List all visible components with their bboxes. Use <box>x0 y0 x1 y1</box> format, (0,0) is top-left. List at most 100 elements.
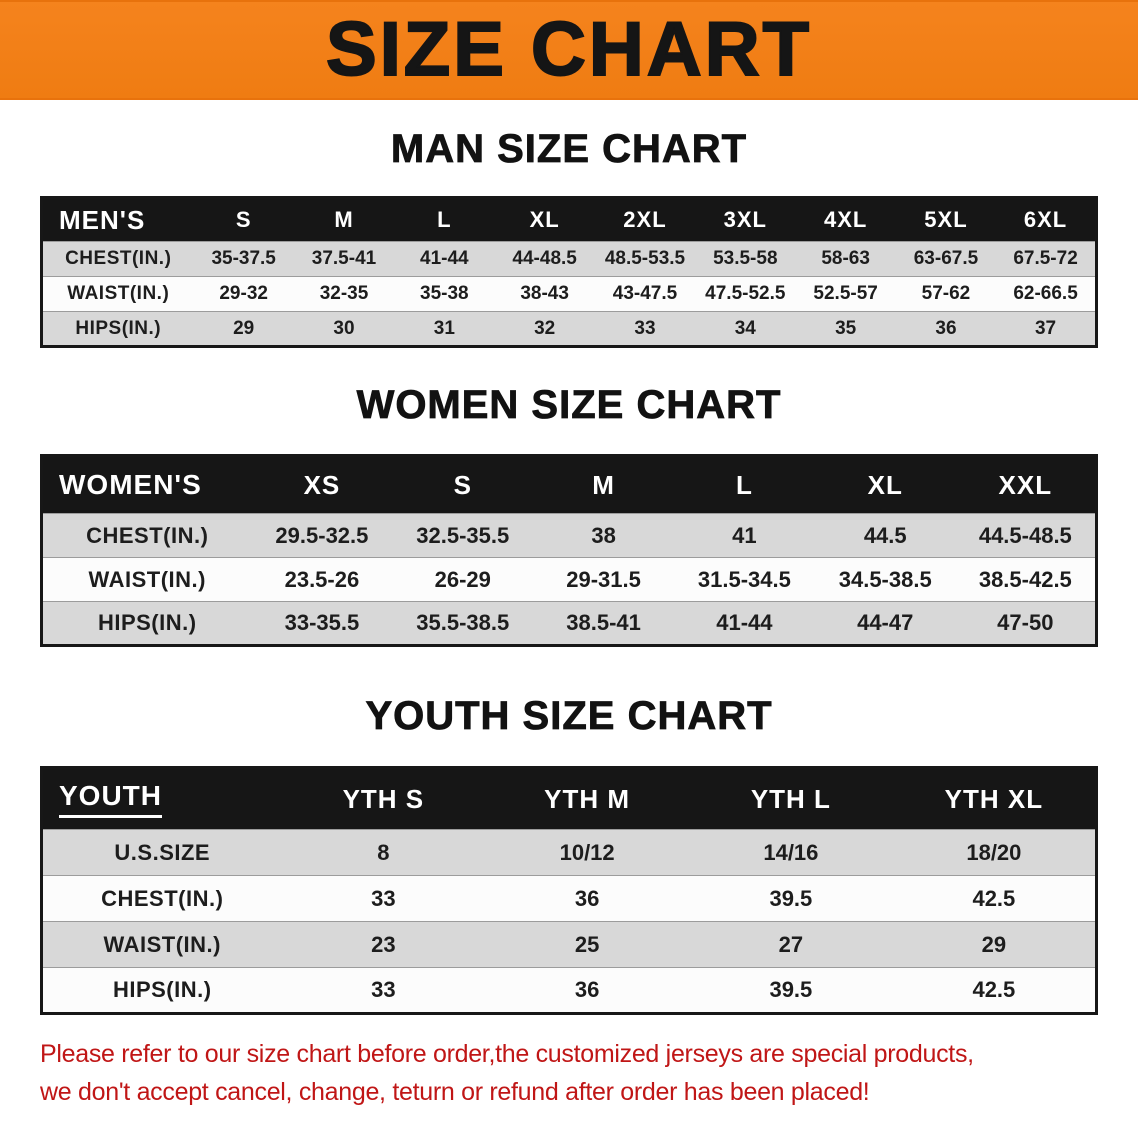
size-value: 39.5 <box>689 967 893 1014</box>
youth-section-heading: YOUTH SIZE CHART <box>365 694 773 739</box>
table-row: CHEST(IN.) 29.5-32.5 32.5-35.5 38 41 44.… <box>41 513 1097 558</box>
table-row: HIPS(IN.) 29 30 31 32 33 34 35 36 37 <box>41 311 1097 347</box>
row-label: HIPS(IN.) <box>41 311 194 347</box>
size-col-header: L <box>673 455 815 514</box>
size-value: 33 <box>281 875 486 922</box>
size-value: 33-35.5 <box>251 601 393 646</box>
row-label: CHEST(IN.) <box>41 875 282 922</box>
size-value: 36 <box>895 311 997 347</box>
size-value: 48.5-53.5 <box>594 241 696 277</box>
men-size-table: MEN'S S M L XL 2XL 3XL 4XL 5XL 6XL CHEST… <box>40 196 1098 348</box>
size-value: 31.5-34.5 <box>673 557 815 602</box>
size-value: 8 <box>281 829 486 876</box>
table-row: HIPS(IN.) 33-35.5 35.5-38.5 38.5-41 41-4… <box>41 601 1097 646</box>
size-value: 25 <box>485 921 689 968</box>
disclaimer-text: Please refer to our size chart before or… <box>40 1035 1108 1111</box>
size-value: 52.5-57 <box>795 276 896 312</box>
size-value: 41 <box>673 513 815 558</box>
size-value: 47-50 <box>955 601 1097 646</box>
size-col-header: 4XL <box>795 197 896 242</box>
size-col-header: 2XL <box>594 197 696 242</box>
size-col-header: YTH M <box>485 767 689 830</box>
size-value: 32 <box>494 311 595 347</box>
size-col-header: S <box>392 455 534 514</box>
size-value: 41-44 <box>394 241 495 277</box>
size-value: 23 <box>281 921 486 968</box>
size-value: 27 <box>689 921 893 968</box>
row-label: WAIST(IN.) <box>41 276 194 312</box>
size-col-header: 5XL <box>895 197 997 242</box>
size-value: 43-47.5 <box>594 276 696 312</box>
size-value: 36 <box>485 967 689 1014</box>
size-value: 29 <box>193 311 294 347</box>
size-value: 30 <box>293 311 395 347</box>
size-value: 18/20 <box>892 829 1097 876</box>
size-value: 67.5-72 <box>996 241 1097 277</box>
size-value: 33 <box>281 967 486 1014</box>
size-col-header: XL <box>814 455 956 514</box>
size-value: 37 <box>996 311 1097 347</box>
banner-title: SIZE CHART <box>325 7 812 92</box>
table-row: CHEST(IN.) 33 36 39.5 42.5 <box>41 875 1097 922</box>
size-col-header: YTH S <box>281 767 486 830</box>
size-value: 29-31.5 <box>533 557 674 602</box>
table-row: U.S.SIZE 8 10/12 14/16 18/20 <box>41 829 1097 876</box>
size-value: 10/12 <box>485 829 689 876</box>
size-col-header: YTH L <box>689 767 893 830</box>
size-value: 42.5 <box>892 875 1097 922</box>
size-value: 38-43 <box>494 276 595 312</box>
size-value: 32-35 <box>293 276 395 312</box>
size-value: 35.5-38.5 <box>392 601 534 646</box>
size-value: 44.5 <box>814 513 956 558</box>
table-row: WAIST(IN.) 29-32 32-35 35-38 38-43 43-47… <box>41 276 1097 312</box>
row-label: CHEST(IN.) <box>41 513 252 558</box>
size-value: 58-63 <box>795 241 896 277</box>
size-value: 34.5-38.5 <box>814 557 956 602</box>
size-value: 39.5 <box>689 875 893 922</box>
size-value: 42.5 <box>892 967 1097 1014</box>
size-value: 38.5-42.5 <box>955 557 1097 602</box>
size-value: 63-67.5 <box>895 241 997 277</box>
men-header-row: MEN'S S M L XL 2XL 3XL 4XL 5XL 6XL <box>41 197 1097 242</box>
row-label: WAIST(IN.) <box>41 921 282 968</box>
size-value: 44-47 <box>814 601 956 646</box>
size-col-header: 3XL <box>695 197 796 242</box>
women-section-heading: WOMEN SIZE CHART <box>356 383 782 428</box>
size-value: 53.5-58 <box>695 241 796 277</box>
women-table-title: WOMEN'S <box>41 455 252 514</box>
women-header-row: WOMEN'S XS S M L XL XXL <box>41 455 1097 514</box>
size-value: 29-32 <box>193 276 294 312</box>
youth-header-row: YOUTH YTH S YTH M YTH L YTH XL <box>41 767 1097 830</box>
row-label: HIPS(IN.) <box>41 967 282 1014</box>
size-value: 62-66.5 <box>996 276 1097 312</box>
size-chart-banner: SIZE CHART <box>0 0 1138 100</box>
size-value: 44.5-48.5 <box>955 513 1097 558</box>
disclaimer-line-1: Please refer to our size chart before or… <box>40 1040 974 1068</box>
size-col-header: M <box>293 197 395 242</box>
youth-table-title: YOUTH <box>59 780 162 818</box>
size-value: 14/16 <box>689 829 893 876</box>
size-value: 29 <box>892 921 1097 968</box>
size-col-header: XS <box>251 455 393 514</box>
size-value: 38.5-41 <box>533 601 674 646</box>
size-value: 29.5-32.5 <box>251 513 393 558</box>
size-col-header: L <box>394 197 495 242</box>
size-value: 34 <box>695 311 796 347</box>
size-col-header: YTH XL <box>892 767 1097 830</box>
size-col-header: XXL <box>955 455 1097 514</box>
size-value: 35-37.5 <box>193 241 294 277</box>
youth-size-table: YOUTH YTH S YTH M YTH L YTH XL U.S.SIZE … <box>40 766 1098 1015</box>
disclaimer-line-2: we don't accept cancel, change, teturn o… <box>40 1078 870 1106</box>
table-row: CHEST(IN.) 35-37.5 37.5-41 41-44 44-48.5… <box>41 241 1097 277</box>
size-value: 36 <box>485 875 689 922</box>
size-value: 23.5-26 <box>251 557 393 602</box>
size-col-header: 6XL <box>996 197 1097 242</box>
table-row: WAIST(IN.) 23.5-26 26-29 29-31.5 31.5-34… <box>41 557 1097 602</box>
table-row: WAIST(IN.) 23 25 27 29 <box>41 921 1097 968</box>
size-value: 57-62 <box>895 276 997 312</box>
size-value: 47.5-52.5 <box>695 276 796 312</box>
row-label: HIPS(IN.) <box>41 601 252 646</box>
table-row: HIPS(IN.) 33 36 39.5 42.5 <box>41 967 1097 1014</box>
row-label: CHEST(IN.) <box>41 241 194 277</box>
size-col-header: XL <box>494 197 595 242</box>
